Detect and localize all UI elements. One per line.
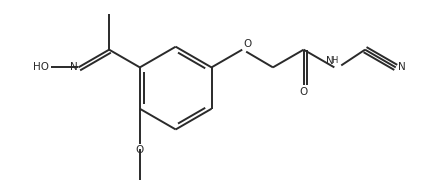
Text: O: O <box>243 39 251 49</box>
Text: N: N <box>326 56 334 66</box>
Text: N: N <box>398 62 406 72</box>
Text: O: O <box>136 145 144 155</box>
Text: N: N <box>70 62 77 72</box>
Text: HO: HO <box>33 62 49 72</box>
Text: H: H <box>331 56 337 65</box>
Text: O: O <box>300 87 308 97</box>
